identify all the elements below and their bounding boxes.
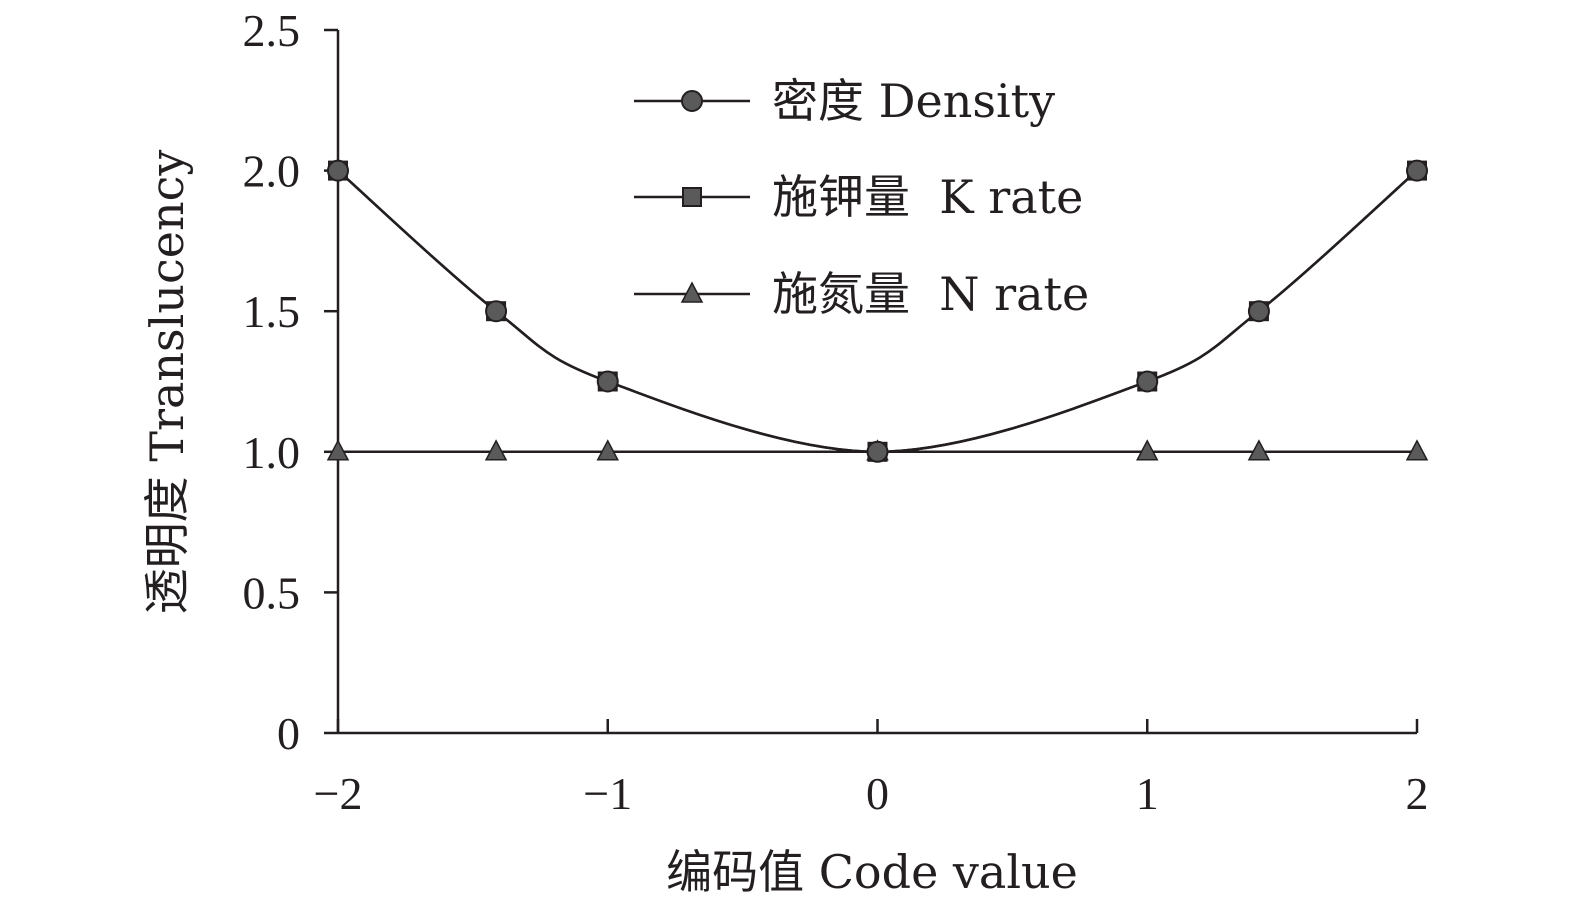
x-tick-label: 0 <box>866 768 889 819</box>
series-circle <box>327 159 1428 463</box>
x-tick-label: −2 <box>314 768 363 819</box>
y-axis-title: 透明度 Translucency <box>140 150 194 615</box>
data-point-circle <box>1406 159 1428 182</box>
data-point-circle <box>1136 370 1159 393</box>
x-tick-label: 1 <box>1136 768 1159 819</box>
data-point-triangle <box>326 439 350 461</box>
legend-entry: 施钾量 K rate <box>634 170 1083 224</box>
legend-label: 施钾量 K rate <box>772 170 1083 224</box>
data-point-triangle <box>1136 439 1159 461</box>
y-tick-label: 1.0 <box>243 427 301 478</box>
y-tick-label: 2.0 <box>243 146 301 197</box>
plot-area: 0 0.5 1.0 1.5 2.0 2.5 −2 −1 0 1 2 <box>243 5 1429 819</box>
legend-label: 施氮量 N rate <box>772 267 1089 321</box>
x-axis-ticks: −2 −1 0 1 2 <box>314 719 1429 819</box>
x-axis-title: 编码值 Code value <box>666 845 1078 899</box>
y-tick-label: 2.5 <box>243 5 301 56</box>
y-tick-label: 1.5 <box>243 286 301 337</box>
data-point-circle <box>866 440 889 463</box>
data-point-circle <box>485 300 508 323</box>
data-point-circle <box>1247 300 1270 323</box>
x-tick-label: 2 <box>1406 768 1429 819</box>
legend-marker-circle <box>681 90 703 112</box>
legend-label: 密度 Density <box>772 74 1055 128</box>
legend: 密度 Density 施钾量 K rate 施氮量 N rate <box>634 74 1089 321</box>
legend-marker-triangle <box>680 281 704 303</box>
data-point-triangle <box>596 439 619 461</box>
series-layer <box>326 159 1429 463</box>
y-tick-label: 0 <box>277 708 300 759</box>
y-tick-label: 0.5 <box>243 567 301 618</box>
data-point-triangle <box>1405 439 1429 461</box>
data-point-circle <box>327 159 349 182</box>
y-axis-ticks: 0 0.5 1.0 1.5 2.0 2.5 <box>243 5 338 759</box>
legend-marker-square <box>682 187 702 207</box>
legend-entry: 施氮量 N rate <box>634 267 1089 321</box>
x-tick-label: −1 <box>583 768 632 819</box>
data-point-triangle <box>1247 439 1271 461</box>
data-point-triangle <box>484 439 508 461</box>
legend-entry: 密度 Density <box>634 74 1055 128</box>
data-point-circle <box>596 370 619 393</box>
